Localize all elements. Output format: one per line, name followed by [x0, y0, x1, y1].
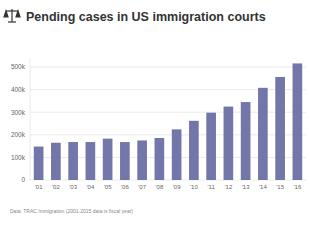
x-tick-label: '16	[293, 184, 301, 190]
x-tick-label: '08	[155, 184, 163, 190]
bars	[34, 63, 302, 180]
icon-part	[8, 21, 16, 22]
source: Data: TRAC Immigration (2001-2015 data i…	[10, 208, 133, 214]
bar	[224, 107, 234, 180]
y-tick-label: 100k	[11, 154, 26, 161]
x-tick-label: '11	[207, 184, 215, 190]
y-tick-label: 500k	[11, 63, 26, 70]
bar	[86, 142, 96, 180]
icon-part	[6, 10, 18, 11]
x-tick-label: '09	[173, 184, 181, 190]
icon-part	[4, 11, 8, 17]
x-tick-label: '13	[242, 184, 250, 190]
bar	[34, 147, 44, 180]
bar	[137, 140, 147, 180]
bar	[68, 142, 78, 180]
x-tick-label: '12	[224, 184, 232, 190]
y-tick-label: 200k	[11, 131, 26, 138]
y-tick-label: 300k	[11, 109, 26, 116]
bar	[275, 77, 285, 180]
x-tick-label: '05	[104, 184, 112, 190]
title-icon	[4, 9, 20, 22]
x-tick-label: '15	[276, 184, 284, 190]
x-tick-label: '06	[121, 184, 129, 190]
bar	[258, 88, 268, 180]
bar	[103, 139, 113, 180]
x-tick-label: '03	[69, 184, 77, 190]
bar	[293, 63, 303, 180]
icon-part	[16, 11, 20, 17]
bar	[206, 113, 216, 180]
x-tick-label: '01	[35, 184, 43, 190]
bar	[51, 143, 61, 180]
title: Pending cases in US immigration courts	[26, 10, 266, 24]
x-tick-label: '10	[190, 184, 198, 190]
y-tick-label: 400k	[11, 86, 26, 93]
y-tick-label: 0	[21, 176, 25, 183]
grid-line	[30, 67, 306, 68]
y-axis-line	[30, 58, 31, 180]
x-tick-label: '07	[138, 184, 146, 190]
bar	[241, 102, 251, 180]
bar	[120, 142, 130, 180]
bar	[155, 138, 165, 180]
x-tick-label: '14	[259, 184, 267, 190]
bar	[189, 121, 199, 180]
bar	[172, 129, 182, 180]
chart: Pending cases in US immigration courts 0 1…	[0, 0, 310, 228]
x-tick-label: '04	[86, 184, 94, 190]
x-tick-label: '02	[52, 184, 60, 190]
